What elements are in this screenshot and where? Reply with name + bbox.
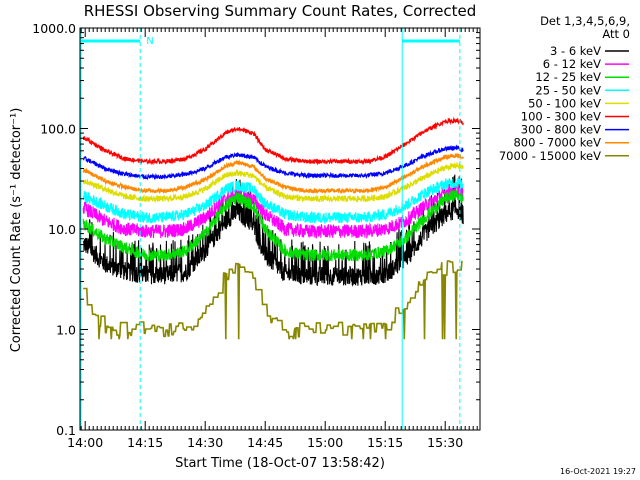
- footer-date: 16-Oct-2021 19:27: [560, 467, 636, 476]
- legend-header-attenuator: Att 0: [602, 27, 630, 41]
- x-tick-label: 15:15: [367, 435, 403, 450]
- legend-label: 25 - 50 keV: [535, 83, 601, 97]
- series-line: [83, 162, 464, 204]
- y-tick-label: 1.0: [56, 323, 76, 338]
- y-tick-label: 100.0: [40, 122, 76, 137]
- series-traces: [82, 116, 464, 340]
- y-tick-label: 1000.0: [32, 21, 76, 36]
- legend-label: 6 - 12 keV: [543, 57, 601, 71]
- series-line: [82, 181, 464, 240]
- chart-title: RHESSI Observing Summary Count Rates, Co…: [84, 2, 477, 20]
- x-axis-label: Start Time (18-Oct-07 13:58:42): [175, 456, 385, 471]
- x-tick-label: 15:30: [427, 435, 463, 450]
- x-tick-labels: 14:00 14:15 14:30 14:45 15:00 15:15 15:30: [67, 435, 463, 450]
- x-tick-label: 14:45: [247, 435, 283, 450]
- night-flag-label: N: [146, 36, 153, 47]
- y-axis-label: Corrected Count Rate (s⁻¹ detector⁻¹): [9, 108, 24, 353]
- series-line: [82, 116, 464, 166]
- x-tick-label: 14:00: [67, 435, 103, 450]
- legend-label: 800 - 7000 keV: [513, 136, 601, 150]
- x-tick-label: 15:00: [307, 435, 343, 450]
- plot-axes: [79, 27, 481, 431]
- series-line: [83, 260, 463, 340]
- series-line: [82, 189, 464, 263]
- series-line: [82, 153, 464, 195]
- series-line: [82, 177, 464, 224]
- legend-label: 100 - 300 keV: [521, 110, 601, 124]
- y-tick-label: 0.1: [56, 423, 76, 438]
- legend-header-detectors: Det 1,3,4,5,6,9,: [540, 14, 630, 28]
- legend-label: 300 - 800 keV: [521, 123, 601, 137]
- legend-label: 3 - 6 keV: [550, 44, 601, 58]
- series-line: [82, 144, 464, 181]
- legend-label: 50 - 100 keV: [528, 96, 601, 110]
- x-tick-label: 14:15: [127, 435, 163, 450]
- y-tick-labels: 1000.0 100.0 10.0 1.0 0.1: [32, 21, 76, 438]
- legend-label: 7000 - 15000 keV: [499, 149, 601, 163]
- y-tick-label: 10.0: [48, 222, 76, 237]
- legend-label: 12 - 25 keV: [535, 70, 601, 84]
- x-tick-label: 14:30: [187, 435, 223, 450]
